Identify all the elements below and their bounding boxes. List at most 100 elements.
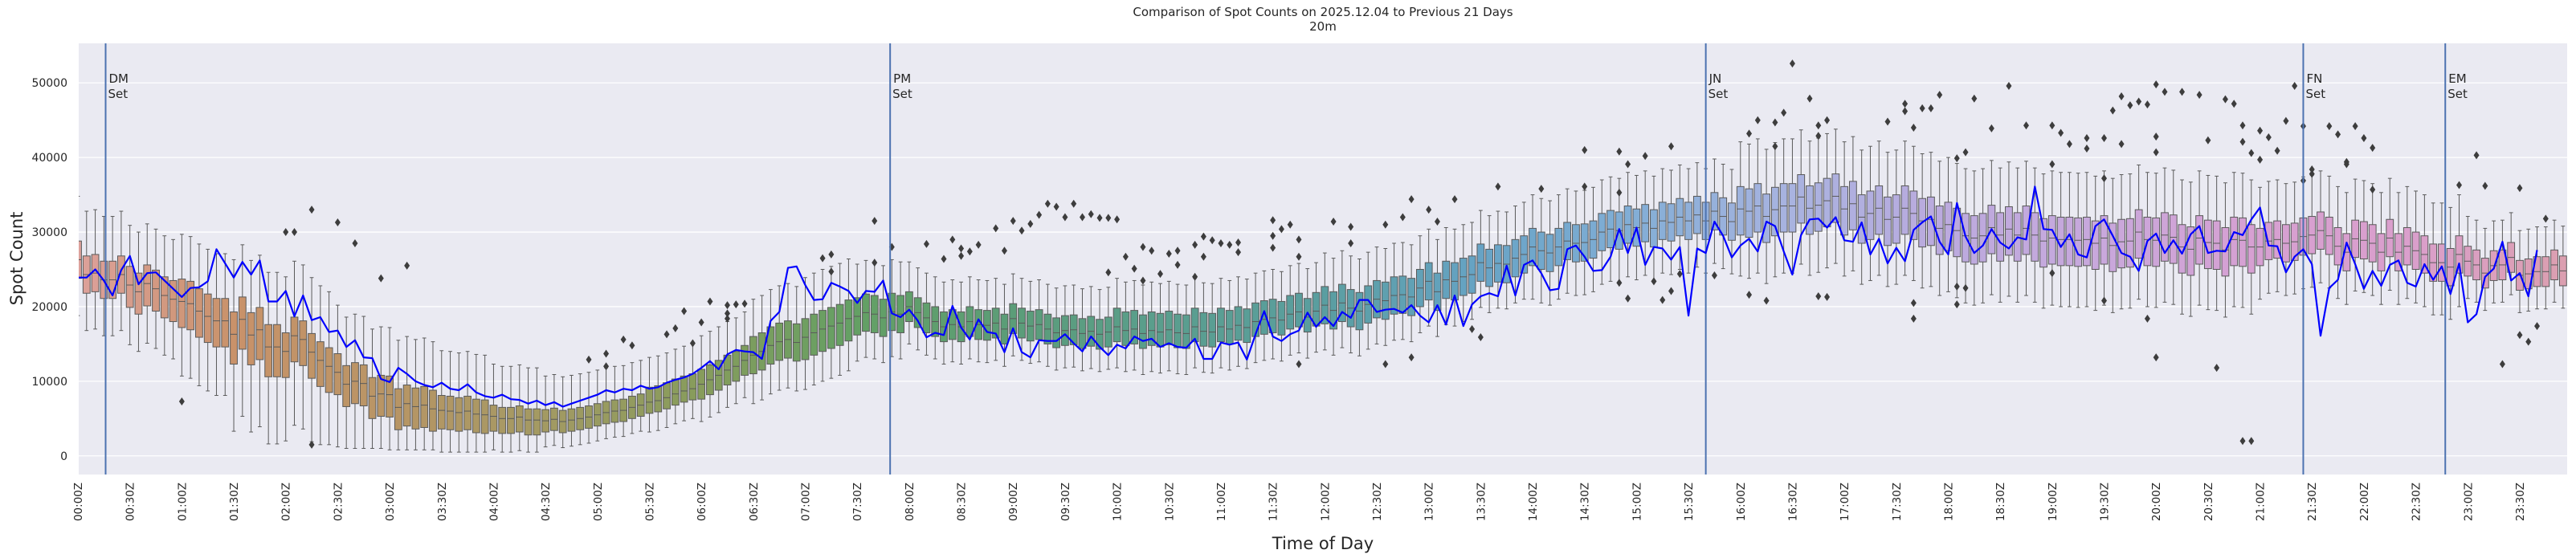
- box-plot: [134, 231, 143, 352]
- outlier-point: [603, 362, 610, 371]
- box-iqr: [212, 298, 221, 348]
- box-plot: [1424, 228, 1433, 327]
- box-iqr: [221, 298, 230, 348]
- box-plot: [2239, 173, 2247, 308]
- outlier-point: [1382, 360, 1389, 369]
- box-plot: [2325, 175, 2333, 289]
- box-plot: [1104, 287, 1112, 370]
- y-tick-label: 20000: [31, 301, 67, 314]
- box-iqr: [1788, 183, 1797, 233]
- box-iqr: [827, 307, 835, 349]
- box-iqr: [1312, 291, 1321, 327]
- box-plot: [351, 313, 359, 449]
- outlier-point: [1382, 220, 1389, 229]
- outlier-point: [1200, 232, 1206, 241]
- box-iqr: [1130, 310, 1139, 344]
- box-iqr: [359, 364, 368, 407]
- outlier-point: [2456, 181, 2462, 189]
- box-plot: [2125, 173, 2134, 309]
- outlier-point: [1971, 94, 1978, 103]
- box-iqr: [2005, 206, 2013, 256]
- box-plot: [1641, 170, 1650, 276]
- outlier-point: [1781, 108, 1787, 117]
- box-iqr: [1251, 302, 1259, 337]
- outlier-point: [1625, 160, 1631, 169]
- box-plot: [1849, 136, 1857, 271]
- outlier-point: [2257, 126, 2264, 135]
- box-plot: [904, 261, 913, 344]
- x-tick-label: 14:00Z: [1527, 483, 1540, 521]
- outlier-point: [1027, 219, 1034, 228]
- box-plot: [394, 340, 402, 450]
- box-plot: [1130, 279, 1139, 371]
- outlier-point: [2058, 128, 2064, 137]
- box-iqr: [2134, 209, 2143, 259]
- x-tick-label: 05:30Z: [643, 483, 656, 521]
- box-plot: [480, 354, 489, 453]
- box-plot: [2386, 177, 2394, 291]
- box-plot: [619, 365, 628, 438]
- box-plot: [2247, 179, 2256, 315]
- box-plot: [463, 351, 472, 453]
- box-plot: [1658, 168, 1667, 274]
- box-plot: [1139, 284, 1147, 376]
- outlier-point: [1928, 104, 1934, 112]
- box-iqr: [1970, 215, 1978, 265]
- box-plot: [1485, 215, 1494, 313]
- box-plot: [2394, 192, 2402, 305]
- outlier-point: [1763, 296, 1770, 305]
- box-plot: [2186, 181, 2195, 317]
- box-iqr: [671, 378, 680, 406]
- outlier-point: [2066, 140, 2072, 149]
- box-plot: [1884, 152, 1892, 287]
- box-iqr: [455, 397, 463, 432]
- outlier-point: [1582, 182, 1588, 191]
- x-tick-label: 12:00Z: [1319, 483, 1332, 521]
- box-iqr: [1849, 181, 1857, 230]
- event-label: Set: [892, 87, 912, 101]
- outlier-point: [941, 255, 947, 263]
- box-iqr: [394, 388, 402, 430]
- outlier-point: [620, 335, 627, 344]
- y-tick-label: 50000: [31, 77, 67, 90]
- box-plot: [420, 337, 429, 450]
- outlier-point: [1772, 142, 1778, 151]
- box-iqr: [446, 395, 455, 430]
- box-iqr: [1866, 190, 1875, 240]
- box-plot: [870, 261, 879, 360]
- box-iqr: [2152, 217, 2161, 267]
- outlier-point: [1044, 199, 1051, 208]
- box-iqr: [2117, 218, 2125, 269]
- event-label: PM: [893, 71, 911, 86]
- box-plot: [1676, 164, 1684, 271]
- event-label: Set: [2305, 87, 2325, 101]
- box-plot: [82, 210, 91, 332]
- box-iqr: [169, 279, 178, 323]
- box-iqr: [1234, 306, 1243, 341]
- box-plot: [1537, 198, 1545, 303]
- box-plot: [1355, 259, 1364, 356]
- box-plot: [507, 365, 515, 453]
- box-plot: [1026, 280, 1035, 365]
- outlier-point: [672, 324, 679, 332]
- box-iqr: [402, 385, 411, 427]
- box-iqr: [1303, 298, 1312, 333]
- outlier-point: [1296, 235, 1302, 244]
- box-plot: [896, 261, 904, 360]
- outlier-point: [689, 339, 696, 348]
- box-plot: [273, 271, 281, 445]
- box-iqr: [835, 303, 844, 346]
- outlier-point: [603, 349, 610, 358]
- x-tick-label: 06:30Z: [748, 483, 761, 521]
- outlier-point: [1270, 231, 1276, 240]
- outlier-point: [2309, 165, 2315, 174]
- box-plot: [991, 278, 1000, 361]
- x-tick-label: 00:30Z: [125, 483, 137, 521]
- box-iqr: [2239, 217, 2247, 267]
- box-plot: [1520, 202, 1529, 300]
- event-label: JN: [1708, 71, 1722, 86]
- box-iqr: [143, 264, 152, 307]
- box-iqr: [1770, 186, 1779, 237]
- x-tick-label: 10:00Z: [1112, 483, 1125, 521]
- box-plot: [2429, 202, 2438, 316]
